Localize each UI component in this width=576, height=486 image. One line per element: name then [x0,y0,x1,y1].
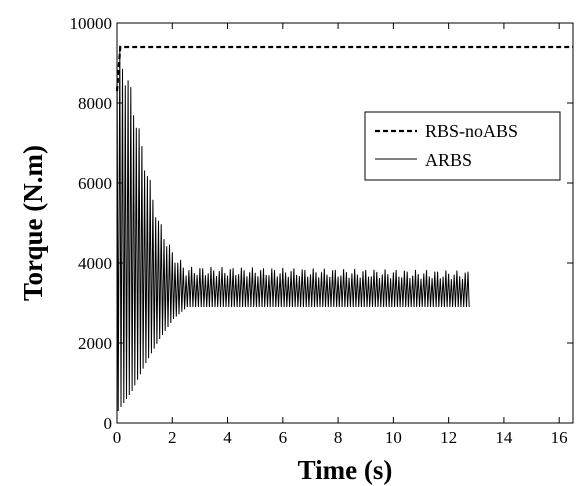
x-tick-label: 16 [551,428,568,447]
y-tick-label: 4000 [78,254,112,273]
legend-label-arbs: ARBS [425,150,472,170]
x-axis-title: Time (s) [298,455,393,485]
legend-box [364,111,561,181]
y-tick-label: 8000 [78,94,112,113]
x-tick-label: 0 [113,428,122,447]
plot-frame [116,22,574,424]
y-tick-label: 2000 [78,334,112,353]
x-tick-label: 2 [168,428,177,447]
legend-label-rbs-noabs: RBS-noABS [425,121,518,141]
series-rbs-noabs-line [115,45,573,92]
y-tick-label: 0 [104,414,113,433]
x-tick-label: 4 [223,428,232,447]
plot-area [115,45,573,423]
x-tick-label: 10 [385,428,402,447]
series-arbs-line [116,45,470,423]
y-tick-label: 6000 [78,174,112,193]
y-axis-title: Torque (N.m) [18,145,48,301]
legend: RBS-noABS ARBS [364,111,561,181]
x-tick-label: 12 [440,428,457,447]
axis-ticks: 0 2 4 6 8 10 12 14 16 0 2000 4000 6000 8000 10000 [70,14,573,447]
x-tick-label: 6 [279,428,288,447]
x-tick-label: 8 [334,428,343,447]
y-tick-label: 10000 [70,14,113,33]
x-tick-label: 14 [495,428,513,447]
